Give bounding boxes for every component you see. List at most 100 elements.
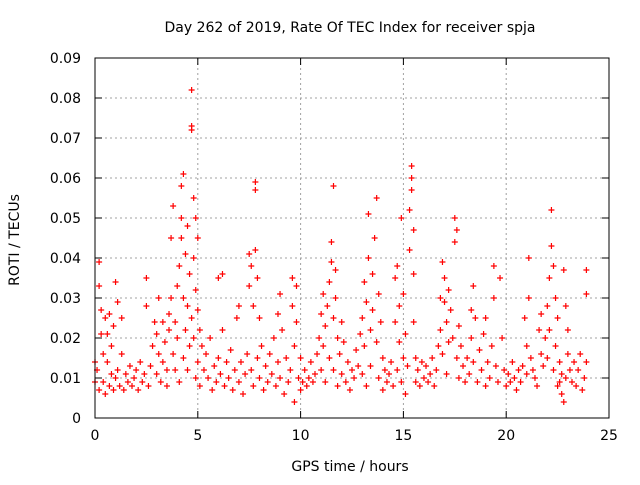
- data-point: [445, 287, 452, 293]
- data-point: [455, 375, 462, 381]
- data-point: [186, 271, 193, 277]
- data-point: [437, 327, 444, 333]
- data-point: [447, 307, 454, 313]
- data-point: [431, 383, 438, 389]
- data-point: [149, 343, 156, 349]
- data-point: [433, 367, 440, 373]
- data-point: [153, 331, 160, 337]
- data-point: [188, 315, 195, 321]
- data-point: [554, 383, 561, 389]
- data-point: [161, 339, 168, 345]
- data-point: [277, 375, 284, 381]
- data-point: [568, 379, 575, 385]
- data-point: [237, 359, 244, 365]
- data-point: [324, 303, 331, 309]
- data-point: [120, 387, 127, 393]
- points-layer: [92, 87, 590, 405]
- data-point: [418, 359, 425, 365]
- data-point: [155, 295, 162, 301]
- data-point: [554, 315, 561, 321]
- data-point: [159, 359, 166, 365]
- data-point: [371, 235, 378, 241]
- data-point: [398, 215, 405, 221]
- data-point: [435, 343, 442, 349]
- data-point: [219, 327, 226, 333]
- data-point: [544, 303, 551, 309]
- data-point: [182, 327, 189, 333]
- data-point: [207, 335, 214, 341]
- data-point: [515, 367, 522, 373]
- data-point: [235, 379, 242, 385]
- y-tick-label: 0.02: [50, 331, 81, 347]
- data-point: [102, 391, 109, 397]
- data-point: [377, 319, 384, 325]
- data-point: [129, 383, 136, 389]
- x-tick-label: 25: [600, 428, 618, 444]
- data-point: [564, 351, 571, 357]
- data-point: [274, 311, 281, 317]
- data-point: [248, 263, 255, 269]
- data-point: [445, 339, 452, 345]
- data-point: [155, 351, 162, 357]
- plot-frame: [94, 57, 610, 419]
- data-point: [513, 387, 520, 393]
- data-point: [396, 303, 403, 309]
- data-point: [501, 367, 508, 373]
- data-point: [338, 319, 345, 325]
- data-point: [157, 379, 164, 385]
- data-point: [527, 355, 534, 361]
- data-point: [404, 363, 411, 369]
- data-point: [437, 295, 444, 301]
- data-point: [519, 363, 526, 369]
- data-point: [342, 379, 349, 385]
- data-point: [453, 355, 460, 361]
- data-point: [552, 343, 559, 349]
- data-point: [293, 319, 300, 325]
- data-point: [412, 355, 419, 361]
- data-point: [305, 375, 312, 381]
- data-point: [217, 371, 224, 377]
- y-tick-label: 0.01: [50, 371, 81, 387]
- data-point: [104, 331, 111, 337]
- data-point: [525, 255, 532, 261]
- data-point: [470, 283, 477, 289]
- data-point: [402, 391, 409, 397]
- data-point: [410, 271, 417, 277]
- data-point: [176, 263, 183, 269]
- data-point: [221, 383, 228, 389]
- data-point: [194, 307, 201, 313]
- x-tick-label: 0: [91, 428, 100, 444]
- y-tick-label: 0.08: [50, 91, 81, 107]
- data-point: [462, 379, 469, 385]
- data-point: [494, 379, 501, 385]
- data-point: [453, 227, 460, 233]
- data-point: [211, 363, 218, 369]
- data-point: [248, 367, 255, 373]
- chart-title: Day 262 of 2019, Rate Of TEC Index for r…: [164, 20, 535, 36]
- data-point: [209, 387, 216, 393]
- data-point: [122, 371, 129, 377]
- data-point: [235, 303, 242, 309]
- data-point: [544, 355, 551, 361]
- data-point: [507, 379, 514, 385]
- data-point: [470, 359, 477, 365]
- data-point: [369, 271, 376, 277]
- data-point: [178, 215, 185, 221]
- data-point: [143, 275, 150, 281]
- data-point: [388, 359, 395, 365]
- data-point: [184, 367, 191, 373]
- data-point: [581, 375, 588, 381]
- data-point: [482, 315, 489, 321]
- data-point: [353, 347, 360, 353]
- data-point: [531, 375, 538, 381]
- data-point: [338, 371, 345, 377]
- data-point: [560, 267, 567, 273]
- data-point: [573, 383, 580, 389]
- data-point: [143, 303, 150, 309]
- data-point: [330, 183, 337, 189]
- data-point: [558, 391, 565, 397]
- data-point: [163, 383, 170, 389]
- data-point: [575, 367, 582, 373]
- data-point: [484, 359, 491, 365]
- data-point: [112, 375, 119, 381]
